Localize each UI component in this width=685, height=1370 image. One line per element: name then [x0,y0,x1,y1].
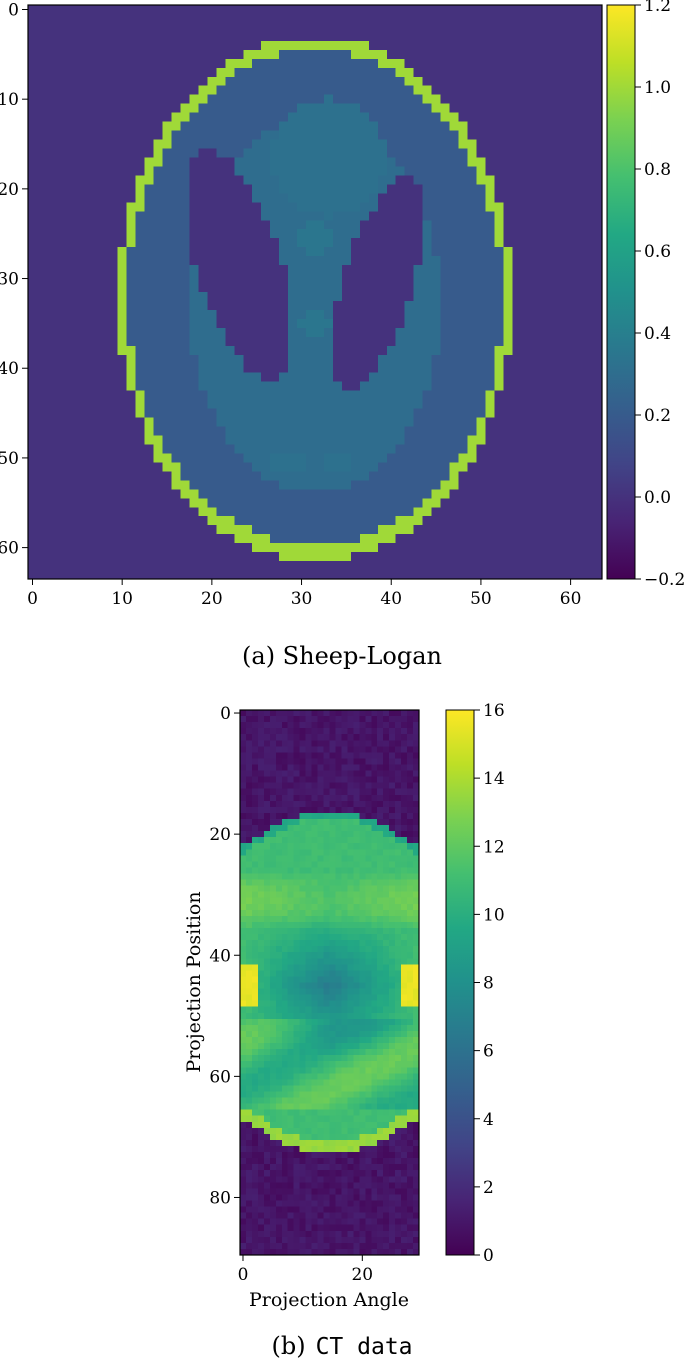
panel-a-sheep-logan: 0 10 20 30 40 50 60 0 10 20 30 40 50 60 1.2 1.0 0.8 0.6… [0,0,685,670]
panel-b-x-ticks: 0 20 [238,1255,373,1285]
panel-b-colorbar-tick-label: 4 [483,1110,494,1130]
panel-a-y-tick-label: 40 [0,359,19,379]
panel-b-frame [239,709,420,1256]
panel-b-colorbar-tick-label: 0 [483,1246,494,1266]
panel-a-colorbar [606,4,636,580]
panel-b-colorbar [445,709,475,1256]
panel-b-colorbar-tick-label: 2 [483,1178,494,1198]
panel-b-caption-text: CT data [316,1334,413,1360]
panel-b-colorbar-tick-label: 16 [483,701,505,721]
panel-a-y-tick-label: 50 [0,449,19,469]
phantom-image [28,5,602,579]
panel-a-x-tick-label: 10 [111,589,133,609]
panel-b-colorbar-tick-label: 8 [483,974,494,994]
panel-a-x-tick-label: 30 [291,589,313,609]
panel-a-colorbar-tick-label: 0.8 [644,160,671,180]
panel-b-colorbar-tick-label: 10 [483,905,505,925]
panel-b-x-axis-label: Projection Angle [249,1289,409,1311]
panel-a-x-tick-label: 40 [380,589,402,609]
panel-b-colorbar-ticks: 16 14 12 10 8 6 4 2 0 [474,701,505,1266]
panel-a-caption: (a) Sheep-Logan [242,642,442,670]
panel-b-colorbar-tick-label: 6 [483,1042,494,1062]
panel-b-y-ticks: 0 20 40 60 80 [209,704,240,1208]
panel-b-y-tick-label: 0 [220,704,231,724]
panel-b-y-axis-label: Projection Position [183,891,205,1072]
panel-b-y-tick-label: 60 [209,1067,231,1087]
panel-a-frame [27,4,603,580]
panel-a-x-tick-label: 60 [560,589,582,609]
panel-a-colorbar-tick-label: −0.2 [644,570,685,590]
panel-a-colorbar-tick-label: 0.2 [644,406,671,426]
panel-a-y-tick-label: 30 [0,270,19,290]
panel-b-caption: (b) CT data [271,1332,412,1360]
panel-a-y-tick-label: 20 [0,180,19,200]
panel-a-y-tick-label: 0 [8,0,19,20]
panel-a-colorbar-tick-label: 0.4 [644,324,671,344]
panel-b-x-tick-label: 0 [238,1265,249,1285]
panel-b-y-tick-label: 80 [209,1188,231,1208]
panel-b-caption-label: (b) [271,1332,305,1360]
panel-b-y-tick-label: 40 [209,946,231,966]
panel-b-colorbar-tick-label: 12 [483,837,505,857]
panel-b-colorbar-tick-label: 14 [483,769,505,789]
panel-a-x-tick-label: 20 [201,589,223,609]
panel-a-x-tick-label: 0 [27,589,38,609]
panel-a-colorbar-tick-label: 0.0 [644,488,671,508]
panel-b-x-tick-label: 20 [351,1265,373,1285]
panel-a-colorbar-tick-label: 1.2 [644,0,671,16]
panel-a-colorbar-tick-label: 0.6 [644,242,671,262]
panel-a-x-ticks: 0 10 20 30 40 50 60 [27,579,581,609]
panel-b-y-tick-label: 20 [209,825,231,845]
sinogram-image [240,710,419,1255]
panel-a-x-tick-label: 50 [470,589,492,609]
panel-a-y-tick-label: 10 [0,90,19,110]
panel-a-colorbar-ticks: 1.2 1.0 0.8 0.6 0.4 0.2 0.0 −0.2 [635,0,685,590]
panel-a-colorbar-tick-label: 1.0 [644,78,671,98]
panel-a-y-ticks: 0 10 20 30 40 50 60 [0,0,28,559]
panel-a-y-tick-label: 60 [0,539,19,559]
